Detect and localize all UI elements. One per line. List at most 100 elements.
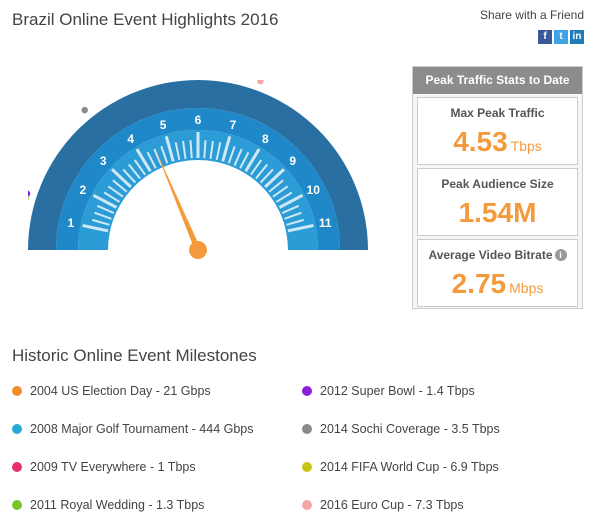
milestone-marker (81, 106, 88, 114)
milestone-label: 2009 TV Everywhere - 1 Tbps (30, 460, 196, 474)
stat-label: Average Video Bitrate i (418, 248, 577, 262)
milestone-dot (302, 462, 312, 472)
stat-max-peak-traffic: Max Peak Traffic 4.53 Tbps (417, 97, 578, 165)
gauge-scale-labels: 1 2 3 4 5 6 7 8 9 10 11 (67, 113, 331, 230)
gauge-tick (272, 185, 289, 198)
milestone-item: 2012 Super Bowl - 1.4 Tbps (302, 384, 475, 398)
milestone-label: 2016 Euro Cup - 7.3 Tbps (320, 498, 464, 512)
gauge-tick (112, 179, 128, 193)
gauge-outer-band (28, 80, 368, 250)
gauge-scale-label: 1 (67, 216, 74, 230)
info-icon[interactable]: i (554, 249, 567, 261)
gauge-tick (174, 142, 181, 161)
gauge-tick (275, 191, 293, 203)
stat-number: 1.54M (458, 197, 537, 228)
gauge-inner-band (78, 130, 318, 250)
milestone-dot (12, 424, 22, 434)
milestone-label: 2008 Major Golf Tournament - 444 Gbps (30, 422, 254, 436)
facebook-icon[interactable]: f (538, 30, 552, 44)
gauge-tick (164, 135, 175, 162)
milestone-dot (12, 500, 22, 510)
gauge-tick (233, 148, 243, 166)
gauge-scale-label: 6 (195, 113, 202, 127)
stat-number: 2.75 (451, 268, 507, 299)
milestone-marker (28, 190, 31, 197)
traffic-gauge: 1 2 3 4 5 6 7 8 9 10 11 (28, 80, 368, 259)
milestone-item: 2004 US Election Day - 21 Gbps (12, 384, 211, 398)
gauge-ticks (82, 132, 314, 233)
stat-value: 1.54M (418, 197, 577, 229)
milestone-marker (28, 196, 29, 201)
gauge-tick (107, 185, 124, 198)
gauge-tick (244, 148, 261, 173)
gauge-tick (135, 148, 152, 173)
share-label: Share with a Friend (479, 8, 584, 22)
gauge-tick (153, 148, 163, 166)
gauge-scale-label: 10 (307, 183, 321, 197)
milestone-label: 2012 Super Bowl - 1.4 Tbps (320, 384, 475, 398)
gauge-scale-label: 11 (319, 216, 332, 230)
gauge-scale-label: 4 (127, 132, 134, 146)
gauge-tick (209, 140, 214, 159)
milestone-dot (12, 386, 22, 396)
gauge-tick (227, 145, 236, 164)
milestone-item: 2009 TV Everywhere - 1 Tbps (12, 460, 196, 474)
linkedin-icon[interactable]: in (570, 30, 584, 44)
gauge-scale-label: 7 (230, 118, 237, 132)
gauge-middle-band (56, 108, 340, 250)
needle-hub (189, 241, 207, 259)
gauge-tick (264, 168, 286, 189)
gauge-tick (110, 168, 132, 189)
gauge-scale-label: 2 (79, 183, 86, 197)
stat-label: Max Peak Traffic (450, 106, 545, 120)
milestone-label: 2011 Royal Wedding - 1.3 Tbps (30, 498, 205, 512)
gauge-tick (122, 168, 137, 184)
gauge-tick (255, 163, 269, 180)
milestones-title: Historic Online Event Milestones (12, 346, 257, 365)
gauge-tick (221, 135, 232, 162)
milestone-label: 2014 Sochi Coverage - 3.5 Tbps (320, 422, 500, 436)
stat-value: 2.75 Mbps (418, 268, 577, 300)
gauge-tick (94, 211, 112, 220)
gauge-tick (278, 194, 304, 209)
gauge-tick (182, 140, 187, 159)
milestone-item: 2014 FIFA World Cup - 6.9 Tbps (302, 460, 499, 474)
stat-unit: Tbps (510, 138, 542, 154)
gauge-needle (28, 80, 264, 259)
milestone-label: 2014 FIFA World Cup - 6.9 Tbps (320, 460, 499, 474)
gauge-tick (82, 223, 109, 233)
stat-label: Peak Audience Size (441, 177, 554, 191)
milestone-item: 2016 Euro Cup - 7.3 Tbps (302, 498, 464, 512)
gauge-tick (203, 140, 207, 159)
gauge-tick (146, 151, 157, 169)
twitter-icon[interactable]: t (554, 30, 568, 44)
milestone-dot (302, 424, 312, 434)
stat-number: 4.53 (453, 126, 508, 157)
gauge-tick (286, 218, 305, 226)
gauge-tick (160, 145, 169, 164)
stats-header: Peak Traffic Stats to Date (413, 67, 582, 94)
gauge-scale-label: 5 (160, 118, 167, 132)
stat-label-text: Average Video Bitrate (428, 248, 553, 262)
gauge-tick (268, 179, 284, 193)
gauge-tick (281, 204, 300, 214)
gauge-tick (239, 151, 250, 169)
gauge-tick (189, 140, 193, 159)
milestone-dot (302, 386, 312, 396)
gauge-tick (92, 194, 118, 209)
milestone-item: 2008 Major Golf Tournament - 444 Gbps (12, 422, 254, 436)
milestone-item: 2011 Royal Wedding - 1.3 Tbps (12, 498, 204, 512)
share-icons: f t in (480, 30, 584, 44)
peak-stats-panel: Peak Traffic Stats to Date Max Peak Traf… (412, 66, 583, 309)
gauge-tick (127, 163, 141, 180)
gauge-tick (284, 211, 302, 220)
gauge-tick (259, 168, 274, 184)
stat-average-video-bitrate: Average Video Bitrate i 2.75 Mbps (417, 239, 578, 307)
gauge-tick (103, 191, 121, 203)
gauge-scale-label: 3 (100, 154, 107, 168)
stat-unit: Mbps (509, 280, 544, 296)
stat-value: 4.53 Tbps (418, 126, 577, 158)
gauge-tick (91, 218, 110, 226)
gauge-tick (250, 159, 263, 176)
gauge-tick (96, 204, 115, 214)
